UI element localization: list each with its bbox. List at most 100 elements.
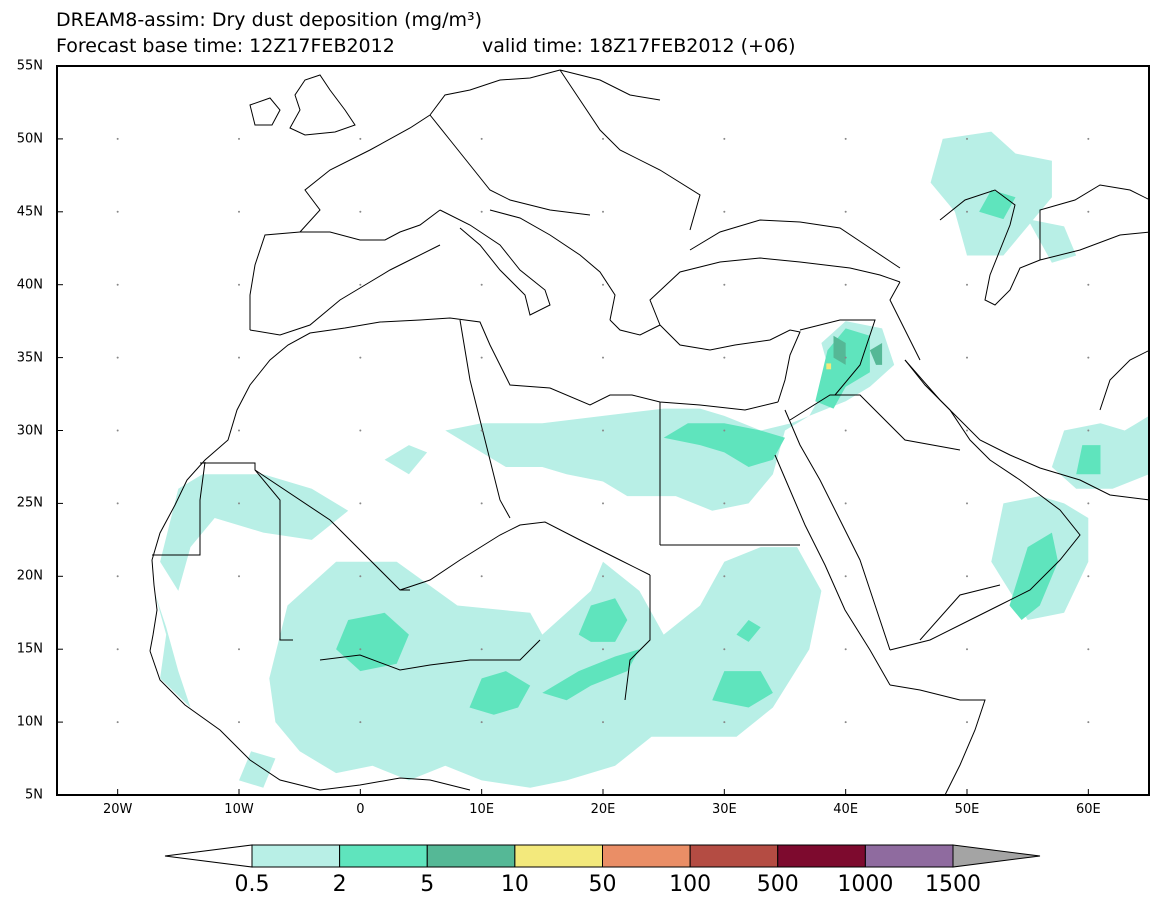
grid-dot [723, 210, 726, 213]
grid-dot [602, 429, 604, 432]
grid-dot [116, 502, 119, 505]
colorbar-swatch [689, 844, 779, 868]
grid-dot [238, 721, 240, 724]
dust-region-11 [469, 671, 531, 715]
coastline-west-africa-south [149, 650, 471, 791]
grid-dot [844, 502, 847, 505]
grid-dot [966, 648, 968, 651]
colorbar-label: 1000 [837, 872, 894, 897]
grid-dot [359, 283, 362, 286]
border-algeria-libya [459, 319, 511, 519]
grid-dot [966, 502, 968, 505]
grid-dot [359, 502, 362, 505]
coastline-turkey [649, 257, 901, 326]
lat-tick-label: 35N [16, 350, 43, 366]
dust-region-21 [833, 335, 846, 365]
grid-dot [480, 137, 483, 140]
dust-region-20 [979, 189, 1016, 220]
colorbar-label: 0.5 [234, 872, 270, 897]
colorbar-swatch [251, 844, 341, 868]
grid-dot [723, 283, 726, 286]
grid-dot [359, 575, 362, 578]
dust-region-18 [1009, 532, 1058, 620]
border-algeria-mali [254, 469, 410, 591]
border-saudi-yemen [919, 584, 1001, 641]
grid-dot [238, 575, 240, 578]
border-syria-iraq [799, 319, 876, 396]
chart-subtitle-valid-time: valid time: 18Z17FEB2012 (+06) [482, 35, 796, 57]
grid-dot [238, 648, 240, 651]
border-arabia-north [789, 394, 961, 451]
dust-region-9 [1027, 219, 1077, 263]
lon-tick-label: 60E [1075, 802, 1101, 817]
grid-dot [359, 648, 362, 651]
dust-region-17 [815, 328, 870, 409]
dust-region-15 [736, 620, 761, 642]
coastline-baltic [559, 69, 661, 101]
colorbar-label: 10 [500, 872, 529, 897]
coastline-black-sea [689, 219, 901, 269]
coastlines-and-borders [149, 69, 1149, 795]
lat-tick-label: 20N [16, 568, 43, 584]
grid-dot [480, 429, 483, 432]
grid-dot [602, 210, 604, 213]
grid-dot [602, 648, 604, 651]
colorbar-swatch [339, 844, 428, 868]
coastline-greece [609, 319, 661, 336]
grid-dot [116, 721, 119, 724]
lat-tick-label: 25N [16, 495, 43, 511]
coastline-north-sea [429, 69, 561, 116]
coastline-arabia [889, 359, 1081, 651]
coastline-red-sea-west [774, 454, 891, 686]
grid-dot [1087, 575, 1090, 578]
grid-dot [723, 721, 726, 724]
grid-dot [602, 356, 604, 359]
grid-dot [844, 648, 847, 651]
lat-tick-label: 5N [25, 787, 43, 803]
grid-dot [844, 721, 847, 724]
grid-dot [359, 137, 362, 140]
grid-dot [116, 137, 119, 140]
grid-dot [480, 502, 483, 505]
dust-region-3 [239, 751, 276, 788]
grid-dot [238, 356, 240, 359]
colorbar-swatch [864, 844, 954, 868]
grid-dot [1087, 721, 1090, 724]
grid-dot [116, 210, 119, 213]
chart-subtitle-base-time: Forecast base time: 12Z17FEB2012 [56, 35, 395, 57]
grid-dot [602, 137, 604, 140]
chart-title: DREAM8-assim: Dry dust deposition (mg/m³… [56, 9, 483, 31]
dust-region-13 [578, 598, 628, 642]
lat-tick-label: 15N [16, 641, 43, 657]
colorbar-swatch [426, 844, 516, 868]
grid-dot [480, 721, 483, 724]
border-sudan-chad [624, 575, 651, 701]
grid-dot [966, 721, 968, 724]
coastline-iberia-south [249, 244, 441, 336]
grid-dot [238, 137, 240, 140]
grid-dot [1087, 210, 1090, 213]
grid-dot [966, 356, 968, 359]
coastline-ireland [249, 97, 281, 126]
grid-dot [602, 502, 604, 505]
grid-dot [359, 429, 362, 432]
dust-region-10 [336, 612, 409, 672]
colorbar-label: 100 [669, 872, 712, 897]
coastline-red-sea-east [784, 409, 891, 651]
grid-dot [359, 210, 362, 213]
border-iran-east [1099, 349, 1149, 411]
border-central-europe [429, 114, 591, 216]
grid-dot [723, 575, 726, 578]
border-central-asia [1039, 231, 1149, 261]
border-kazakhstan [1039, 184, 1149, 260]
grid-dot [723, 356, 726, 359]
grid-dot [723, 502, 726, 505]
grid-dot [844, 210, 847, 213]
grid-dot [116, 356, 119, 359]
dust-region-1 [154, 590, 191, 708]
grid-dot [966, 210, 968, 213]
dust-contour-fills [154, 131, 1149, 788]
lon-tick-label: 30E [711, 802, 737, 817]
grid-dot [844, 137, 847, 140]
grid-dot [723, 648, 726, 651]
